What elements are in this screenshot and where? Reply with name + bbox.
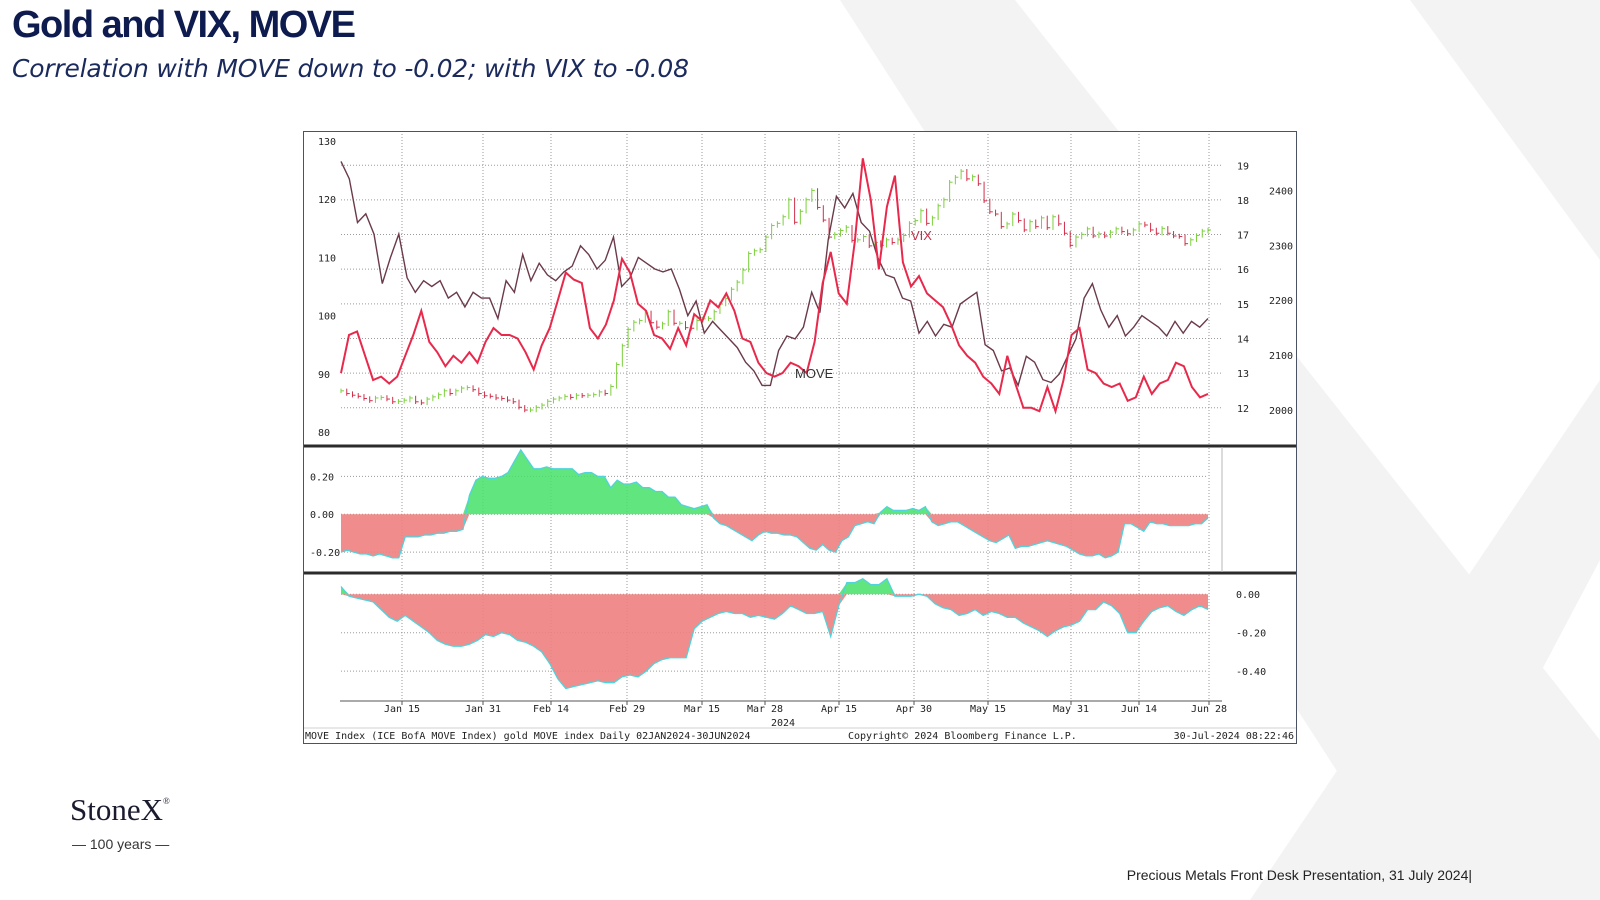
label-layer: Jan 15 Jan 31 Feb 14 Feb 29 Mar 15 Mar 28 Apr … — [310, 137, 1293, 715]
x-tick-label-8: May 15 — [970, 704, 1006, 715]
corr-vix-outline — [340, 577, 1209, 690]
y-p2-tick-1: 0.00 — [310, 510, 334, 521]
y-left-tick-5: 80 — [318, 428, 330, 439]
y-vix-tick-3: 16 — [1237, 265, 1249, 276]
chart-footer-center: Copyright© 2024 Bloomberg Finance L.P. — [848, 731, 1077, 742]
corr-move-negative-area — [341, 514, 1208, 558]
gold-series — [340, 169, 1211, 413]
y-p3-tick-2: -0.40 — [1236, 667, 1266, 678]
y-p3-tick-0: 0.00 — [1236, 590, 1260, 601]
y-gold-tick-2: 2200 — [1269, 296, 1293, 307]
corr-vix-negative-area — [341, 594, 1208, 689]
y-gold-tick-4: 2000 — [1269, 406, 1293, 417]
y-gold-tick-0: 2400 — [1269, 186, 1293, 197]
slide-footer: Precious Metals Front Desk Presentation,… — [1126, 867, 1472, 883]
series-label-move: MOVE — [795, 366, 834, 381]
x-tick-label-5: Mar 28 — [747, 704, 783, 715]
y-vix-tick-4: 15 — [1237, 300, 1249, 311]
slide-subtitle: Correlation with MOVE down to -0.02; wit… — [12, 54, 689, 83]
series-label-vix: VIX — [911, 228, 932, 243]
y-left-tick-2: 110 — [318, 253, 336, 264]
x-tick-label-10: Jun 14 — [1121, 704, 1157, 715]
x-tick-label-9: May 31 — [1053, 704, 1089, 715]
corr-move-outline — [340, 448, 1209, 559]
y-left-tick-0: 130 — [318, 137, 336, 148]
x-tick-label-6: Apr 15 — [821, 704, 857, 715]
y-left-tick-3: 100 — [318, 312, 336, 323]
x-tick-label-0: Jan 15 — [384, 704, 420, 715]
x-tick-label-3: Feb 29 — [609, 704, 645, 715]
move-line — [340, 161, 1209, 388]
y-vix-tick-2: 17 — [1237, 231, 1249, 242]
y-vix-tick-1: 18 — [1237, 196, 1249, 207]
x-tick-label-7: Apr 30 — [896, 704, 932, 715]
y-vix-tick-6: 13 — [1237, 369, 1249, 380]
y-vix-tick-0: 19 — [1237, 161, 1249, 172]
stonex-logo: StoneX® — [70, 792, 170, 828]
x-tick-label-1: Jan 31 — [465, 704, 501, 715]
y-gold-tick-1: 2300 — [1269, 241, 1293, 252]
y-vix-tick-5: 14 — [1237, 334, 1249, 345]
series-layer — [340, 158, 1211, 690]
y-left-tick-1: 120 — [318, 195, 336, 206]
corr-move-positive-area — [341, 449, 1208, 515]
y-p2-tick-2: -0.20 — [310, 548, 340, 559]
slide-title: Gold and VIX, MOVE — [12, 4, 356, 46]
y-p3-tick-1: -0.20 — [1236, 629, 1266, 640]
logo-text: StoneX — [70, 792, 163, 827]
x-year-label: 2024 — [771, 718, 795, 729]
y-p2-tick-0: 0.20 — [310, 472, 334, 483]
x-tick-label-4: Mar 15 — [684, 704, 720, 715]
logo-tagline: — 100 years — — [72, 836, 170, 852]
logo-mark: ® — [163, 796, 170, 806]
watermark-x-stroke-2 — [1250, 380, 1600, 900]
x-tick-label-11: Jun 28 — [1191, 704, 1227, 715]
y-vix-tick-7: 12 — [1237, 404, 1249, 415]
vix-line — [340, 158, 1209, 415]
x-tick-label-2: Feb 14 — [533, 704, 569, 715]
y-gold-tick-3: 2100 — [1269, 351, 1293, 362]
chart-footer-right: 30-Jul-2024 08:22:46 — [1174, 731, 1294, 742]
y-left-tick-4: 90 — [318, 370, 330, 381]
watermark-x-stroke-3 — [1410, 0, 1600, 260]
chart-footer-left: MOVE Index (ICE BofA MOVE Index) gold MO… — [305, 731, 751, 742]
